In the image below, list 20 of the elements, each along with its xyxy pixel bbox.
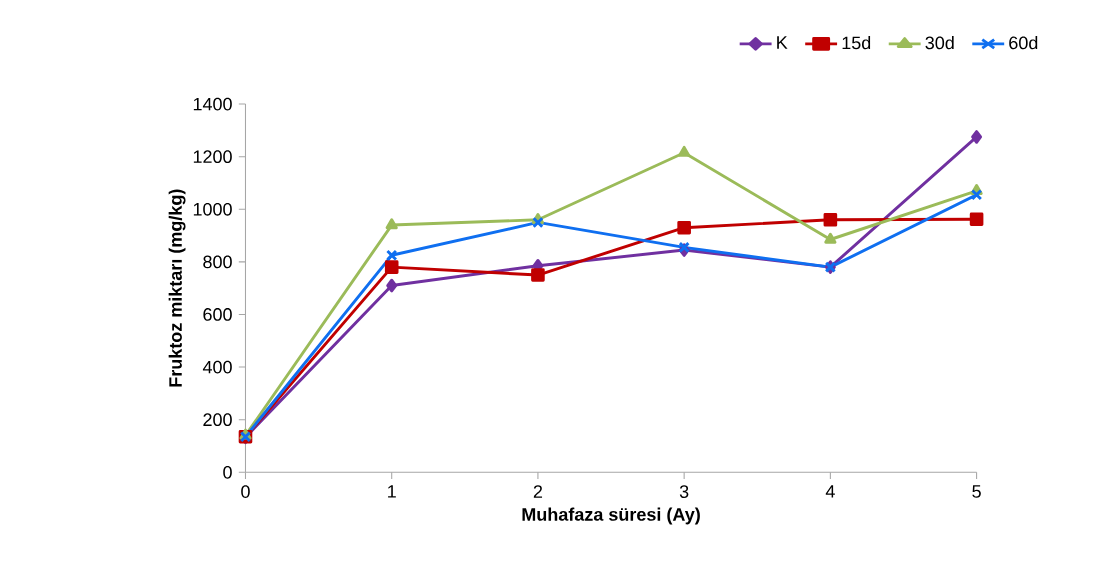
y-tick-label: 1200 (193, 150, 232, 164)
x-tick-label: 5 (972, 485, 981, 498)
y-tick-label: 1000 (193, 203, 232, 216)
x-tick-label: 4 (825, 485, 835, 498)
x-tick-label: 1 (388, 485, 396, 498)
y-tick-label: 0 (223, 466, 232, 479)
y-axis-title: Fruktoz miktarı (mg/kg) (168, 189, 186, 387)
y-tick-label: 1400 (193, 97, 232, 111)
y-tick-label: 400 (202, 360, 232, 374)
legend-label: 60d (1009, 36, 1038, 50)
x-tick-label: 0 (241, 485, 250, 499)
y-tick-label: 600 (203, 308, 232, 321)
x-tick-label: 3 (679, 485, 689, 499)
x-tick-label: 2 (533, 485, 543, 498)
legend-label: K (777, 36, 788, 49)
legend-label: 30d (925, 36, 954, 50)
y-tick-label: 800 (203, 255, 232, 269)
y-tick-label: 200 (203, 413, 232, 427)
x-axis-title: Muhafaza süresi (Ay) (522, 507, 700, 525)
legend-label: 15d (842, 36, 871, 50)
